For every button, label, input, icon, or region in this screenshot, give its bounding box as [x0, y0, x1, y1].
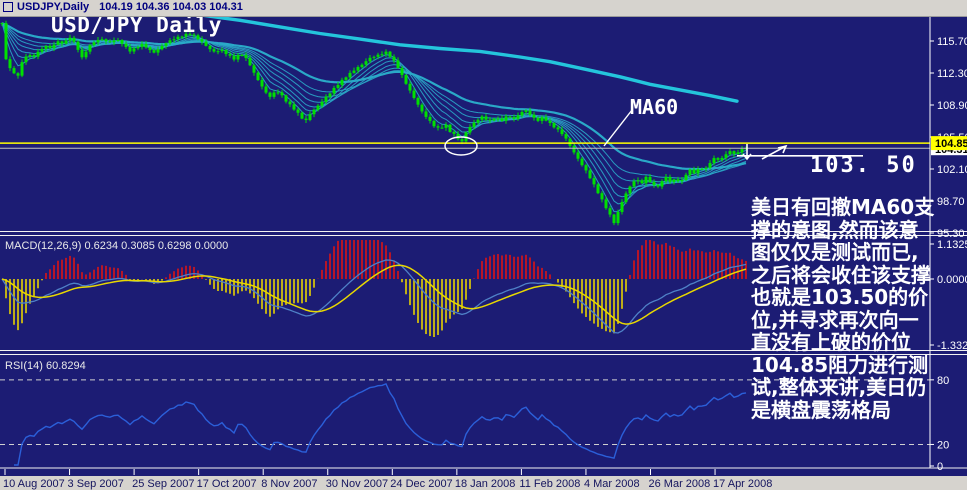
chart-window-titlebar[interactable]: USDJPY,Daily 104.19 104.36 104.03 104.31 [0, 0, 967, 17]
candles-layer [0, 20, 748, 226]
svg-text:20: 20 [937, 439, 949, 451]
chart-window-icon [3, 2, 13, 13]
analysis-annotation-text: 美日有回撤MA60支 撑的意图,然而该意 图仅仅是测试而已, 之后将会收住该支撑… [751, 195, 935, 422]
macd-indicator-label: MACD(12,26,9) 0.6234 0.3085 0.6298 0.000… [5, 240, 229, 252]
svg-text:17 Oct 2007: 17 Oct 2007 [197, 478, 257, 490]
svg-text:18 Jan 2008: 18 Jan 2008 [455, 478, 516, 490]
ma60-annotation-label: MA60 [630, 95, 679, 119]
support-level-label: 103. 50 [810, 153, 917, 178]
svg-text:8 Nov 2007: 8 Nov 2007 [261, 478, 317, 490]
svg-text:0.0000: 0.0000 [937, 274, 967, 286]
svg-text:3 Sep 2007: 3 Sep 2007 [68, 478, 124, 490]
svg-text:24 Dec 2007: 24 Dec 2007 [390, 478, 452, 490]
titlebar-quotes: 104.19 104.36 104.03 104.31 [99, 1, 243, 13]
svg-text:4 Mar 2008: 4 Mar 2008 [584, 478, 640, 490]
ma-slow-line [203, 13, 739, 103]
date-axis: 10 Aug 2007 3 Sep 2007 25 Sep 2007 17 Oct 2… [3, 469, 772, 490]
svg-text:98.70: 98.70 [937, 196, 965, 208]
svg-text:25 Sep 2007: 25 Sep 2007 [132, 478, 194, 490]
drawn-annotations [444, 109, 788, 161]
price-level-lines [0, 142, 930, 157]
svg-text:-1.3323: -1.3323 [937, 340, 967, 352]
svg-text:30 Nov 2007: 30 Nov 2007 [326, 478, 388, 490]
titlebar-symbol: USDJPY,Daily [17, 1, 90, 13]
price-axis: 115.70112.30108.90105.50102.1098.7095.30… [929, 16, 967, 473]
svg-text:112.30: 112.30 [937, 68, 967, 80]
svg-text:26 Mar 2008: 26 Mar 2008 [649, 478, 711, 490]
svg-text:0: 0 [937, 461, 943, 473]
svg-text:102.10: 102.10 [937, 164, 967, 176]
svg-text:11 Feb 2008: 11 Feb 2008 [519, 478, 580, 490]
svg-text:115.70: 115.70 [937, 36, 967, 48]
rsi-layer [14, 383, 747, 466]
svg-text:104.85: 104.85 [935, 138, 967, 150]
rsi-indicator-label: RSI(14) 60.8294 [5, 360, 86, 372]
svg-text:1.1325: 1.1325 [937, 239, 967, 251]
svg-text:95.30: 95.30 [937, 228, 965, 240]
symbol-overlay-title: USD/JPY Daily [51, 13, 222, 37]
svg-text:17 Apr 2008: 17 Apr 2008 [713, 478, 772, 490]
svg-text:10 Aug 2007: 10 Aug 2007 [3, 478, 65, 490]
macd-layer [1, 240, 747, 337]
svg-text:108.90: 108.90 [937, 100, 967, 112]
svg-text:80: 80 [937, 375, 949, 387]
rsi-level-lines [0, 379, 930, 445]
